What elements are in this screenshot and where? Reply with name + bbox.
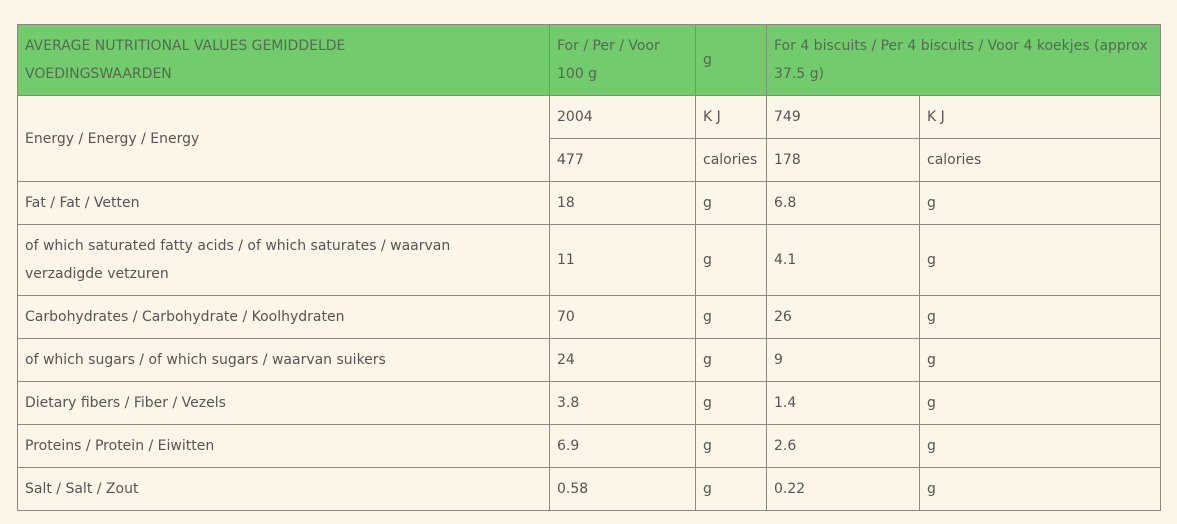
table-row-energy-kj: Energy / Energy / Energy 2004 K J 749 K … [17,95,1161,182]
header-nutrient-label: AVERAGE NUTRITIONAL VALUES GEMIDDELDE VO… [17,24,550,96]
energy-cal-100g: 477 [549,138,696,182]
value-portion: 1.4 [766,381,920,425]
value-portion: 4.1 [766,224,920,296]
unit-100g: g [695,424,767,468]
unit-100g: g [695,181,767,225]
nutrient-label: Dietary fibers / Fiber / Vezels [17,381,550,425]
nutrition-table: AVERAGE NUTRITIONAL VALUES GEMIDDELDE VO… [17,24,1161,511]
unit-portion: g [919,467,1161,511]
nutrient-label: Fat / Fat / Vetten [17,181,550,225]
table-row-carbohydrates: Carbohydrates / Carbohydrate / Koolhydra… [17,295,1161,339]
value-portion: 9 [766,338,920,382]
unit-portion: g [919,181,1161,225]
table-row-proteins: Proteins / Protein / Eiwitten 6.9 g 2.6 … [17,424,1161,468]
header-unit: g [695,24,767,96]
value-100g: 6.9 [549,424,696,468]
unit-100g: g [695,295,767,339]
energy-kj-unit: K J [695,95,767,139]
unit-100g: g [695,381,767,425]
energy-kj-portion: 749 [766,95,920,139]
energy-kj-100g: 2004 [549,95,696,139]
value-portion: 2.6 [766,424,920,468]
table-header-row: AVERAGE NUTRITIONAL VALUES GEMIDDELDE VO… [17,24,1161,96]
unit-100g: g [695,338,767,382]
value-portion: 0.22 [766,467,920,511]
unit-portion: g [919,381,1161,425]
unit-100g: g [695,467,767,511]
value-100g: 24 [549,338,696,382]
nutrient-label: Proteins / Protein / Eiwitten [17,424,550,468]
value-100g: 3.8 [549,381,696,425]
table-row-saturates: of which saturated fatty acids / of whic… [17,224,1161,296]
value-100g: 11 [549,224,696,296]
value-portion: 26 [766,295,920,339]
table-row-sugars: of which sugars / of which sugars / waar… [17,338,1161,382]
energy-cal-unit: calories [695,138,767,182]
nutrient-label: of which sugars / of which sugars / waar… [17,338,550,382]
unit-portion: g [919,338,1161,382]
unit-portion: g [919,295,1161,339]
unit-portion: g [919,424,1161,468]
header-per-100g: For / Per / Voor 100 g [549,24,696,96]
nutrient-label: Carbohydrates / Carbohydrate / Koolhydra… [17,295,550,339]
energy-label: Energy / Energy / Energy [17,95,550,182]
table-row-salt: Salt / Salt / Zout 0.58 g 0.22 g [17,467,1161,511]
value-100g: 70 [549,295,696,339]
energy-cal-unit-portion: calories [919,138,1161,182]
table-row-energy-cal: 477 calories 178 calories [18,138,1161,182]
nutrition-table-container: AVERAGE NUTRITIONAL VALUES GEMIDDELDE VO… [17,24,1161,511]
unit-100g: g [695,224,767,296]
value-100g: 18 [549,181,696,225]
header-per-portion: For 4 biscuits / Per 4 biscuits / Voor 4… [766,24,1161,96]
nutrient-label: of which saturated fatty acids / of whic… [17,224,550,296]
unit-portion: g [919,224,1161,296]
energy-cal-portion: 178 [766,138,920,182]
value-100g: 0.58 [549,467,696,511]
table-row-fibers: Dietary fibers / Fiber / Vezels 3.8 g 1.… [17,381,1161,425]
value-portion: 6.8 [766,181,920,225]
table-row-fat: Fat / Fat / Vetten 18 g 6.8 g [17,181,1161,225]
nutrient-label: Salt / Salt / Zout [17,467,550,511]
energy-kj-unit-portion: K J [919,95,1161,139]
